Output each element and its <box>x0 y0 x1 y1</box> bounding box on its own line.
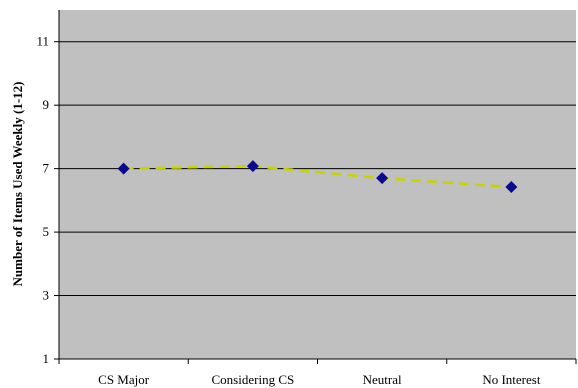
x-tick-label: CS Major <box>98 372 150 387</box>
series-line <box>123 164 512 189</box>
y-tick-label: 11 <box>36 34 49 49</box>
y-axis-ticks: 1 3 5 7 9 11 <box>36 34 59 366</box>
y-tick-label: 3 <box>43 288 50 303</box>
x-axis-ticks: CS Major Considering CS Neutral No Interest <box>58 359 577 387</box>
y-tick-label: 9 <box>43 97 50 112</box>
data-point-marker <box>246 160 259 173</box>
x-tick-label: Considering CS <box>212 372 295 387</box>
x-tick-label: Neutral <box>363 372 402 387</box>
series-group <box>117 160 518 194</box>
y-tick-label: 1 <box>43 351 50 366</box>
y-axis-title: Number of Items Used Weekly (1-12) <box>10 82 25 287</box>
plot-area <box>59 10 576 359</box>
y-tick-label: 7 <box>43 161 50 176</box>
x-tick-label: No Interest <box>482 372 541 387</box>
data-point-marker <box>376 172 389 185</box>
y-tick-label: 5 <box>43 224 50 239</box>
data-point-marker <box>505 181 518 194</box>
data-point-marker <box>117 162 130 175</box>
